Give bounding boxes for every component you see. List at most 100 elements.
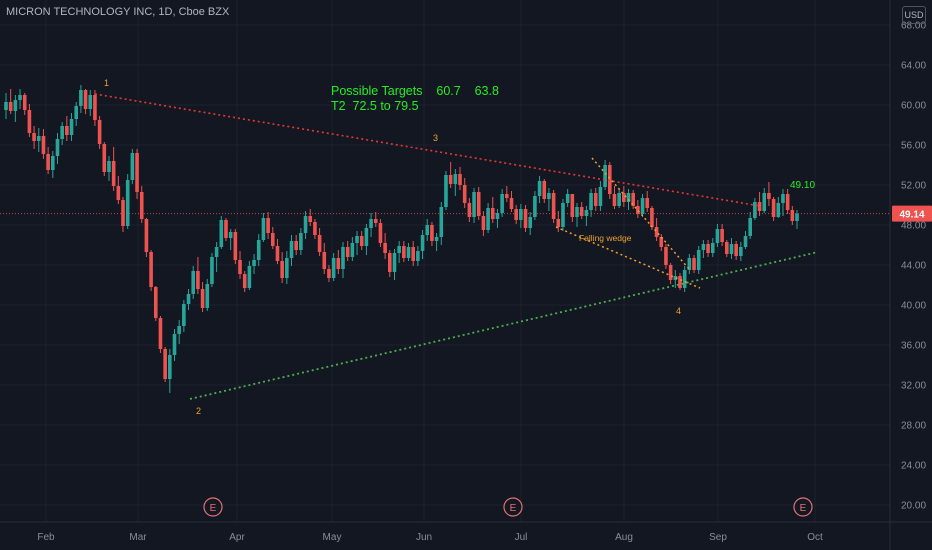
candle-body [313,222,317,235]
candle [224,218,228,241]
candle [214,242,219,272]
candle [93,90,97,126]
candle [416,246,420,266]
candle-body [795,213,799,221]
earnings-marker[interactable]: E [503,497,523,517]
y-tick-label: 36.00 [901,341,926,352]
candle [519,204,523,228]
candle-body [247,266,252,288]
earnings-marker[interactable]: E [793,497,813,517]
candle-body [533,196,537,217]
candle [430,222,434,246]
candle [579,202,584,219]
candle [149,250,153,291]
candle [682,266,687,292]
candle [631,190,635,209]
candle [420,230,425,259]
targets-note-line2: T2 72.5 to 79.5 [331,99,419,113]
candle-body [720,229,724,242]
candle [69,113,74,141]
candle-body [476,192,481,216]
candle-body [561,203,565,227]
candle [645,191,650,212]
candle [322,243,327,274]
candle-body [4,102,8,110]
candle-body [79,90,83,106]
candle-body [345,247,350,257]
symbol-title: MICRON TECHNOLOGY INC, 1D, Cboe BZX [6,6,230,18]
candle-body [514,209,518,220]
green-support-trendline [189,251,819,400]
candle-body [612,194,617,206]
currency-badge[interactable]: USD [902,6,926,24]
candle [439,202,444,245]
candle [102,142,107,176]
candle [617,188,621,208]
candle [551,190,556,223]
candle [724,240,729,257]
red-resistance-trendline [94,93,761,207]
candle-body [509,198,514,209]
candle-body [710,243,715,253]
candle-body [74,106,79,119]
candle-body [294,241,298,250]
candle [654,218,659,241]
candle [444,171,448,210]
candle [533,191,537,220]
candle [135,149,139,199]
current-price-tag-bg [892,205,932,222]
candle-body [645,198,650,208]
candle [659,234,664,251]
wedge-lower-line [555,226,701,289]
candle-body [32,133,36,141]
candle [589,189,593,217]
candle [584,206,589,226]
candle [242,271,247,292]
candle-body [743,236,748,247]
candle [523,205,528,232]
candle-body [51,156,55,170]
candle [748,212,752,239]
candle-body [275,246,280,261]
candle-body [636,206,640,214]
candle [767,182,771,206]
candle [673,270,678,288]
candle-body [266,218,270,233]
candle-body [322,252,327,269]
candle-body [144,219,149,252]
candle [22,93,27,115]
y-tick-label: 48.00 [901,221,926,232]
candle-body [121,200,125,226]
candle [191,266,196,299]
candle [392,249,397,280]
candle [256,234,261,266]
candle-body [139,192,144,219]
candle [472,188,476,223]
candle [364,224,369,255]
candle-body [8,102,13,111]
candle-body [299,233,303,250]
earnings-marker[interactable]: E [203,497,223,517]
candle-body [654,227,659,237]
candle [331,253,336,281]
candle [692,255,696,273]
candle-body [387,253,392,272]
earnings-marker-label: E [510,503,517,514]
candle [678,273,682,290]
candle [289,235,294,266]
candle [350,237,355,261]
candle-body [177,326,181,334]
candle-body [219,220,224,247]
x-tick-label: Jun [416,532,432,543]
candle-body [350,243,355,257]
candle [153,286,158,321]
candle-body [748,218,752,236]
candle [378,219,383,247]
candle-body [575,207,579,217]
candle-body [593,193,598,206]
wave-label-1: 1 [104,78,110,88]
candle-body [767,193,771,199]
candle [481,211,486,236]
candle [706,240,710,257]
